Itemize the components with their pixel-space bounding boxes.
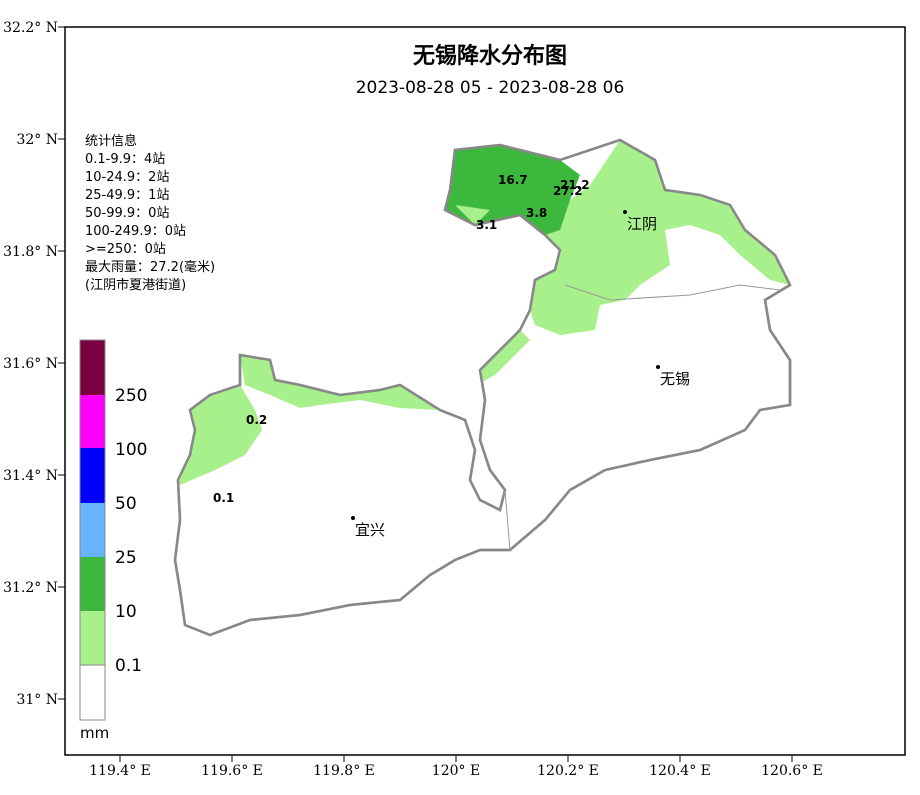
station-value: 27.2	[553, 184, 583, 198]
county-border	[504, 284, 781, 551]
station-value: 3.1	[476, 218, 497, 232]
legend-swatch	[79, 664, 106, 721]
city-dot	[656, 365, 660, 369]
legend-label: 250	[115, 386, 147, 406]
station-value: 0.2	[246, 413, 267, 427]
stats: 统计信息 0.1-9.9：4站 10-24.9：2站 25-49.9：1站 50-99.…	[85, 133, 215, 293]
legend: 250 100 50 25 10 0.1 mm	[79, 339, 147, 742]
lat-tick-label: 31.2° N	[3, 580, 58, 596]
city-label: 宜兴	[355, 521, 385, 539]
city-dot	[623, 210, 627, 214]
title: 无锡降水分布图	[413, 43, 567, 69]
lat-tick-label: 31° N	[16, 692, 58, 708]
rain-light	[480, 330, 530, 382]
station-value: 0.1	[213, 491, 234, 505]
lon-tick-label: 120.2° E	[537, 763, 599, 779]
axis-ticks: 32.2° N 32° N 31.8° N 31.6° N 31.4° N 31.2° N…	[3, 20, 823, 779]
legend-frame	[79, 339, 106, 721]
legend-swatch	[80, 503, 105, 557]
stat-line: 统计信息	[85, 133, 137, 149]
lat-tick-label: 31.8° N	[3, 244, 58, 260]
legend-label: 10	[115, 602, 137, 622]
wuxi-border	[173, 138, 792, 637]
lat-tick-label: 31.4° N	[3, 468, 58, 484]
legend-label: 50	[115, 494, 137, 514]
lon-tick-label: 119.8° E	[313, 763, 375, 779]
legend-unit: mm	[80, 724, 109, 742]
legend-swatch	[80, 557, 105, 611]
city-label: 无锡	[660, 370, 690, 388]
station-value: 16.7	[498, 173, 528, 187]
lon-tick-label: 120° E	[432, 763, 480, 779]
station-value: 21.2	[560, 178, 590, 192]
legend-swatch	[80, 611, 105, 665]
rain-light	[240, 355, 440, 410]
rain-light	[178, 385, 262, 485]
station-value: 3.8	[526, 206, 547, 220]
stat-line: 50-99.9：0站	[85, 206, 169, 221]
legend-swatch	[80, 340, 105, 395]
rain-light	[455, 205, 490, 225]
lat-tick-label: 32° N	[16, 132, 58, 148]
lon-tick-label: 120.6° E	[761, 763, 823, 779]
stat-line: 10-24.9：2站	[85, 170, 169, 185]
city-label: 江阴	[627, 215, 657, 233]
region	[173, 138, 792, 637]
lat-tick-label: 32.2° N	[3, 20, 58, 36]
legend-label: 100	[115, 440, 147, 460]
legend-label: 25	[115, 548, 137, 568]
stations: 16.7 21.227.2 3.1 3.8 0.2 0.1	[213, 173, 590, 505]
stat-line: 25-49.9：1站	[85, 188, 169, 203]
lon-tick-label: 120.4° E	[649, 763, 711, 779]
legend-swatch	[80, 448, 105, 503]
legend-label: 0.1	[115, 656, 142, 676]
rain-light	[530, 140, 790, 335]
stat-line: (江阴市夏港街道)	[85, 277, 186, 293]
lon-tick-label: 119.6° E	[201, 763, 263, 779]
stat-line: 0.1-9.9：4站	[85, 152, 165, 167]
lon-tick-label: 119.4° E	[89, 763, 151, 779]
stat-line: 100-249.9：0站	[85, 224, 186, 239]
lat-tick-label: 31.6° N	[3, 356, 58, 372]
stat-line: >=250：0站	[85, 242, 166, 257]
subtitle: 2023-08-28 05 - 2023-08-28 06	[356, 78, 625, 98]
city-dot	[351, 516, 355, 520]
legend-swatch	[80, 395, 105, 448]
stat-line: 最大雨量：27.2(毫米)	[85, 259, 215, 275]
